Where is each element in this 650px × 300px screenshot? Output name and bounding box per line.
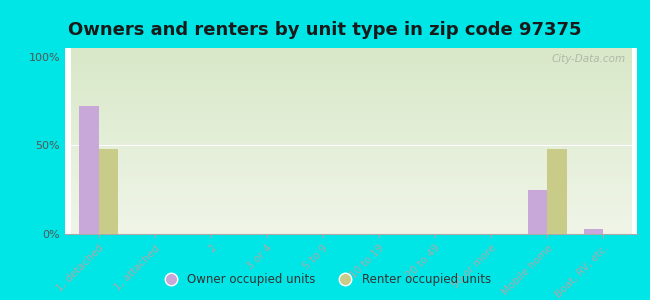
- Bar: [547, 149, 567, 234]
- Bar: [584, 229, 603, 234]
- Bar: [79, 106, 99, 234]
- Text: City-Data.com: City-Data.com: [551, 54, 625, 64]
- Legend: Owner occupied units, Renter occupied units: Owner occupied units, Renter occupied un…: [154, 269, 496, 291]
- Text: Owners and renters by unit type in zip code 97375: Owners and renters by unit type in zip c…: [68, 21, 582, 39]
- Bar: [99, 149, 118, 234]
- Bar: [528, 190, 547, 234]
